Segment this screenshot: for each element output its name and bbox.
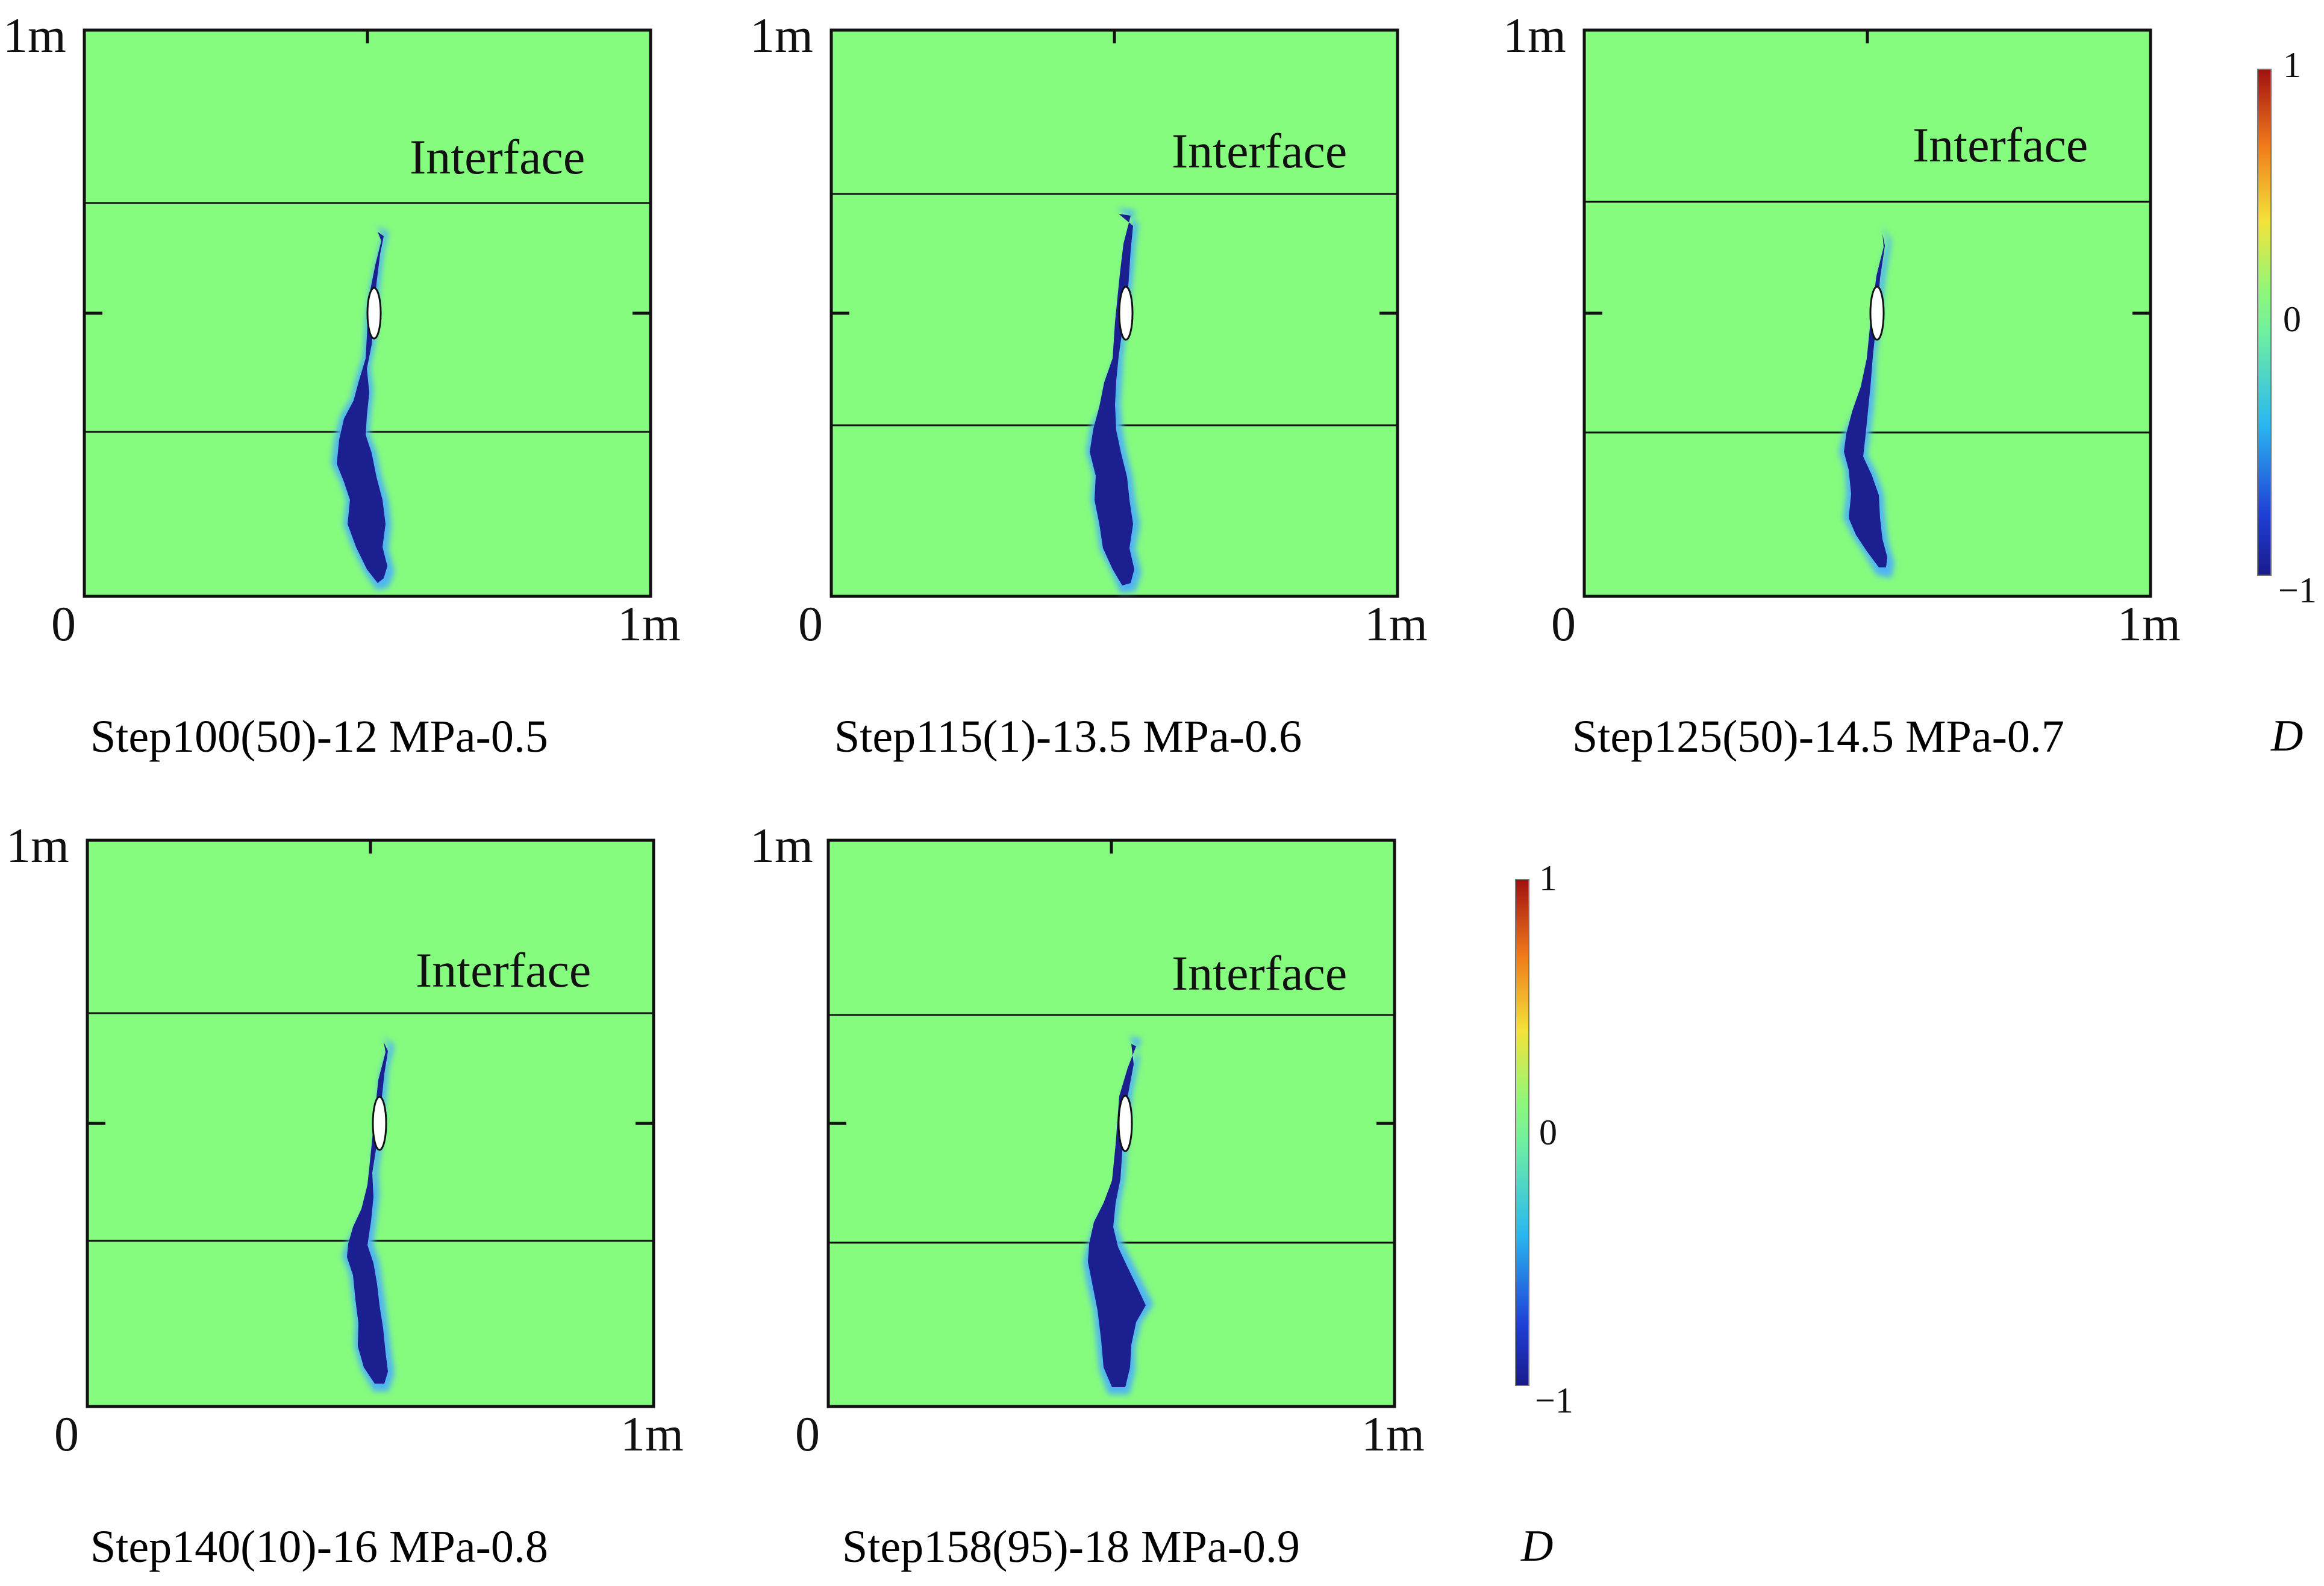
axis-label-top: 1m	[3, 8, 66, 63]
colorbar-2-mid-label: 0	[1539, 1113, 1557, 1152]
interface-label: Interface	[1172, 123, 1348, 178]
colorbar-1-gradient	[2257, 69, 2272, 576]
axis-label-right: 1m	[1364, 596, 1428, 651]
panel-2-plot	[829, 28, 1399, 598]
axis-label-origin: 0	[795, 1406, 820, 1461]
colorbar-2-variable: D	[1521, 1522, 1554, 1571]
axis-label-top: 1m	[1503, 8, 1566, 63]
axis-label-right: 1m	[617, 596, 681, 651]
panel-5: 1m 0 1m Interface	[750, 821, 1425, 1459]
axis-label-origin: 0	[1551, 596, 1576, 651]
panel-1: 1m 0 1m Interface	[3, 11, 681, 649]
colorbar-1-mid-label: 0	[2283, 299, 2301, 339]
axis-label-top: 1m	[6, 818, 69, 873]
axis-label-origin: 0	[51, 596, 76, 651]
colorbar-2-min-label: −1	[1535, 1381, 1573, 1420]
damage-zone	[1083, 1036, 1154, 1394]
borehole	[1118, 286, 1134, 341]
panel-5-plot	[826, 838, 1396, 1408]
colorbar-1-min-label: −1	[2278, 570, 2317, 610]
panel-2-caption: Step115(1)-13.5 MPa-0.6	[834, 711, 1302, 762]
colorbar-1	[2253, 69, 2277, 576]
panel-3-caption: Step125(50)-14.5 MPa-0.7	[1572, 711, 2064, 762]
panel-3: 1m 0 1m Interface	[1503, 11, 2181, 649]
axis-label-origin: 0	[798, 596, 823, 651]
axis-label-top: 1m	[750, 8, 813, 63]
panel-1-plot	[83, 28, 652, 598]
axis-label-right: 1m	[1361, 1406, 1425, 1461]
colorbar-1-max-label: 1	[2283, 45, 2301, 85]
axis-label-right: 1m	[2117, 596, 2181, 651]
damage-zone	[331, 226, 395, 590]
colorbar-1-variable: D	[2271, 711, 2304, 761]
borehole	[1117, 1094, 1133, 1152]
axis-label-top: 1m	[750, 818, 813, 873]
colorbar-2-max-label: 1	[1539, 858, 1557, 898]
axis-label-origin: 0	[54, 1406, 79, 1461]
colorbar-2	[1511, 879, 1535, 1386]
interface-label: Interface	[1172, 946, 1348, 1001]
panel-1-caption: Step100(50)-12 MPa-0.5	[90, 711, 548, 762]
interface-label: Interface	[410, 130, 586, 184]
panel-4-plot	[86, 838, 655, 1408]
borehole	[372, 1096, 387, 1151]
panel-5-caption: Step158(95)-18 MPa-0.9	[842, 1522, 1300, 1572]
colorbar-2-gradient	[1515, 879, 1529, 1386]
panel-2: 1m 0 1m Interface	[750, 11, 1428, 649]
panel-4-caption: Step140(10)-16 MPa-0.8	[90, 1522, 548, 1572]
interface-label: Interface	[1913, 117, 2088, 172]
panel-3-plot	[1582, 28, 2152, 598]
axis-label-right: 1m	[620, 1406, 684, 1461]
borehole	[366, 287, 382, 340]
interface-label: Interface	[416, 943, 592, 997]
panel-4: 1m 0 1m Interface	[6, 821, 684, 1459]
borehole	[1869, 286, 1885, 341]
